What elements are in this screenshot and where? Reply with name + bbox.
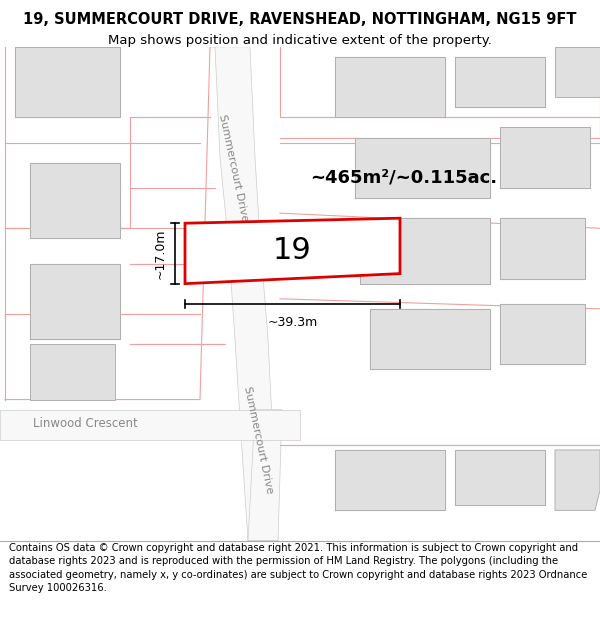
Polygon shape bbox=[30, 264, 120, 339]
Polygon shape bbox=[30, 162, 120, 238]
Text: Summercourt Drive: Summercourt Drive bbox=[242, 385, 274, 494]
Polygon shape bbox=[335, 57, 445, 118]
Polygon shape bbox=[500, 127, 590, 188]
Polygon shape bbox=[30, 344, 115, 399]
Polygon shape bbox=[455, 450, 545, 506]
Text: 19: 19 bbox=[272, 236, 311, 265]
Polygon shape bbox=[555, 47, 600, 98]
Text: ~17.0m: ~17.0m bbox=[154, 228, 167, 279]
Text: ~39.3m: ~39.3m bbox=[268, 316, 317, 329]
Polygon shape bbox=[0, 409, 300, 440]
Text: ~465m²/~0.115ac.: ~465m²/~0.115ac. bbox=[310, 169, 497, 187]
Text: Map shows position and indicative extent of the property.: Map shows position and indicative extent… bbox=[108, 34, 492, 47]
Text: 19, SUMMERCOURT DRIVE, RAVENSHEAD, NOTTINGHAM, NG15 9FT: 19, SUMMERCOURT DRIVE, RAVENSHEAD, NOTTI… bbox=[23, 12, 577, 27]
Polygon shape bbox=[15, 47, 120, 118]
Polygon shape bbox=[555, 450, 600, 511]
Polygon shape bbox=[210, 47, 278, 541]
Polygon shape bbox=[500, 304, 585, 364]
Text: Linwood Crescent: Linwood Crescent bbox=[32, 418, 137, 430]
Text: Summercourt Drive: Summercourt Drive bbox=[217, 113, 249, 222]
Polygon shape bbox=[370, 309, 490, 369]
Polygon shape bbox=[355, 138, 490, 198]
Polygon shape bbox=[500, 218, 585, 279]
Polygon shape bbox=[360, 218, 490, 284]
Text: Contains OS data © Crown copyright and database right 2021. This information is : Contains OS data © Crown copyright and d… bbox=[9, 543, 587, 592]
Polygon shape bbox=[185, 218, 400, 284]
Polygon shape bbox=[455, 57, 545, 108]
Polygon shape bbox=[335, 450, 445, 511]
Polygon shape bbox=[248, 409, 282, 541]
